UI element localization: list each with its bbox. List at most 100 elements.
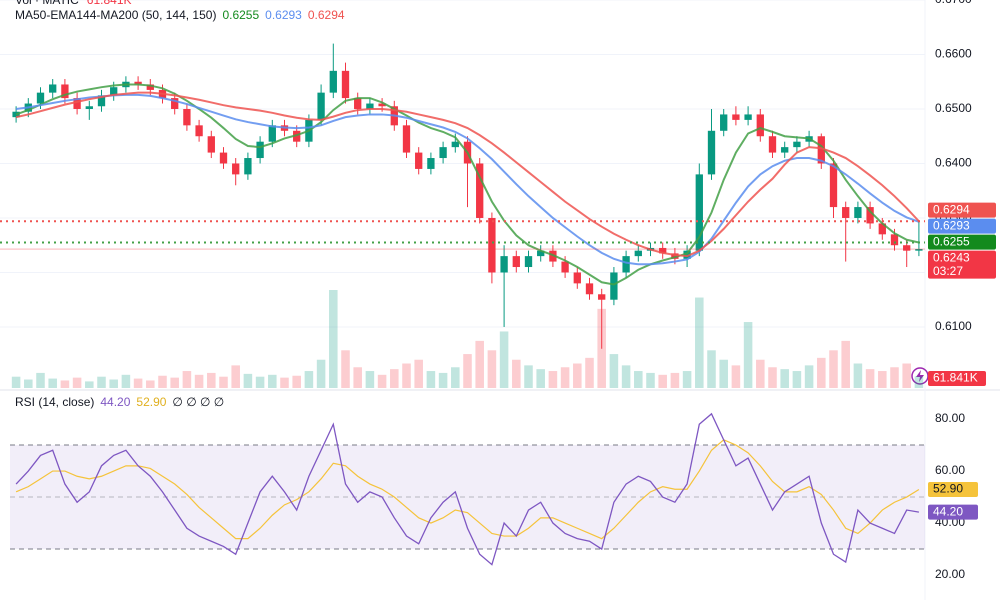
rsi-band <box>10 445 925 550</box>
candle-body <box>561 261 569 273</box>
volume-bar <box>182 371 192 388</box>
volume-bar <box>768 367 777 388</box>
volume-bar <box>548 371 558 388</box>
candle-body <box>829 163 838 208</box>
volume-bar <box>560 367 570 388</box>
volume-badge-bg <box>928 371 986 386</box>
price-badge: 0.6243 <box>933 250 970 264</box>
indicator-value: 0.6294 <box>308 8 345 22</box>
volume-bar <box>682 371 692 388</box>
candle-body <box>659 247 667 254</box>
rsi-badge: 52.90 <box>933 482 963 496</box>
rsi-line <box>15 412 920 566</box>
candle-body <box>12 111 20 118</box>
y-tick-label: 0.6400 <box>935 156 972 170</box>
rsi-value: 52.90 <box>136 395 166 409</box>
price-badge: 0.6294 <box>933 202 970 216</box>
indicator-title: MA50-EMA144-MA200 (50, 144, 150) <box>15 8 216 22</box>
volume-bar <box>621 365 631 388</box>
price-badge: 0.6255 <box>933 234 970 248</box>
candle-body <box>915 249 923 251</box>
candle-body <box>329 70 337 93</box>
candle-body <box>36 92 45 104</box>
price-badge-bg <box>928 218 996 234</box>
candle-body <box>842 207 850 218</box>
candle-body <box>73 98 81 109</box>
volume-bar <box>670 372 680 388</box>
candle-body <box>183 108 191 126</box>
volume-bar <box>121 374 131 388</box>
candle-body <box>707 130 716 175</box>
volume-bar <box>463 354 472 388</box>
volume-bar <box>268 374 277 388</box>
volume-bar <box>634 371 643 388</box>
candle-body <box>378 103 386 107</box>
candle-body <box>244 158 252 175</box>
ma-line <box>15 93 920 266</box>
volume-bar <box>170 377 179 388</box>
volume-title: Vol · MATIC <box>15 0 79 7</box>
rsi-value: 44.20 <box>100 395 130 409</box>
candle-body <box>768 136 777 153</box>
rsi-badge-bg <box>928 504 978 520</box>
volume-bar <box>231 365 240 388</box>
volume-bar <box>194 374 204 388</box>
volume-bar <box>109 379 118 388</box>
volume-bar <box>865 369 875 388</box>
candle-body <box>354 98 362 109</box>
volume-bar <box>585 357 594 388</box>
volume-bar <box>524 365 533 388</box>
volume-bar <box>158 375 167 388</box>
volume-bar <box>804 365 814 388</box>
candle-body <box>512 256 520 268</box>
volume-bar <box>24 379 33 388</box>
volume-bar <box>365 371 375 388</box>
candle-body <box>268 125 276 142</box>
volume-bar <box>304 371 314 388</box>
price-badge: 0.6293 <box>933 218 970 232</box>
volume-bar <box>329 290 338 388</box>
volume-bar <box>792 371 802 388</box>
candle-body <box>232 163 240 175</box>
volume-bar <box>841 340 850 388</box>
volume-bar <box>573 363 582 388</box>
y-tick-label: 0.6600 <box>935 47 972 61</box>
volume-bar <box>60 380 70 388</box>
y-tick-label: 0.6700 <box>935 0 972 6</box>
candle-body <box>756 114 764 137</box>
volume-bar <box>207 372 216 388</box>
candle-body <box>817 136 825 164</box>
candle-body <box>402 125 411 153</box>
candle-body <box>134 81 142 85</box>
volume-bar <box>817 357 826 388</box>
volume-bar <box>377 374 387 388</box>
volume-bar <box>902 363 911 388</box>
volume-bar <box>731 365 741 388</box>
rsi-badge: 44.20 <box>933 504 963 518</box>
candle-body <box>427 158 435 169</box>
candle-body <box>61 84 69 99</box>
candle-body <box>85 106 93 109</box>
candle-body <box>146 84 154 90</box>
countdown: 03:27 <box>933 264 963 278</box>
volume-bar <box>512 359 521 388</box>
volume-bar <box>707 350 716 388</box>
volume-bar <box>72 377 82 388</box>
volume-bar <box>609 354 619 388</box>
volume-bar <box>219 376 228 388</box>
volume-value: 61.841K <box>87 0 132 7</box>
candle-body <box>537 250 545 257</box>
volume-bar <box>890 367 899 388</box>
volume-bar <box>658 374 667 388</box>
volume-bar <box>536 369 545 388</box>
candle-body <box>732 114 740 120</box>
candle-body <box>207 136 215 153</box>
candle-body <box>720 114 728 131</box>
candle-body <box>573 272 581 284</box>
volume-bar <box>97 376 106 388</box>
candle-body <box>488 217 496 273</box>
volume-bar <box>914 376 924 388</box>
indicator-value: 0.6293 <box>265 8 302 22</box>
candle-body <box>854 207 862 218</box>
